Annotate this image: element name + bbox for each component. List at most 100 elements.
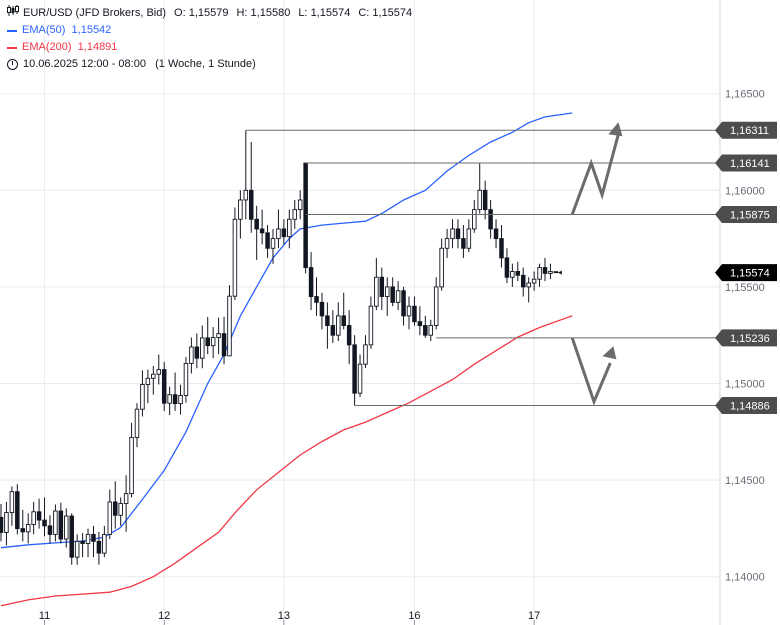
level-price-label: 1,15236 — [730, 333, 770, 345]
current-price-label: 1,15574 — [730, 268, 770, 280]
candle-body — [363, 344, 368, 365]
candle-body — [69, 515, 74, 558]
candle-body — [499, 238, 504, 259]
candle — [107, 489, 113, 540]
candle-body — [64, 515, 69, 540]
candle — [357, 354, 363, 398]
candle — [221, 316, 227, 365]
ema200-line — [0, 315, 573, 607]
candle — [401, 286, 406, 326]
legend-period: (1 Woche, 1 Stunde) — [155, 58, 256, 70]
level-price-label: 1,16141 — [730, 158, 770, 170]
candle-body — [379, 276, 385, 298]
ema50-value: 1,15542 — [71, 24, 112, 36]
candle — [308, 252, 314, 311]
candle — [183, 357, 189, 403]
candle-body — [172, 394, 178, 405]
time-tick-label: 17 — [528, 610, 540, 622]
candle-body — [384, 286, 390, 298]
legend-high: 1,15580 — [250, 7, 291, 19]
candle-body — [15, 491, 20, 530]
candle — [58, 502, 64, 544]
legend-high-label: H: — [236, 7, 248, 19]
candle — [374, 257, 379, 311]
candle-body — [297, 199, 303, 211]
candle-body — [537, 267, 542, 280]
candle-body — [221, 333, 227, 357]
candle — [510, 263, 515, 287]
level-price-tag — [715, 205, 777, 223]
candle — [341, 292, 346, 330]
candle — [161, 361, 167, 411]
legend-low-label: L: — [298, 7, 308, 19]
candle-body — [20, 528, 26, 533]
candle — [472, 199, 477, 233]
candle — [450, 219, 455, 249]
candle — [548, 263, 553, 280]
candle-body — [493, 228, 499, 240]
candle-body — [510, 270, 515, 278]
price-tick-label: 1,15500 — [725, 282, 765, 294]
ema200-line-layer — [0, 315, 573, 607]
candle-body — [91, 533, 96, 542]
candle-body — [36, 511, 42, 521]
candle — [9, 486, 15, 526]
ema200-value: 1,14891 — [77, 41, 118, 53]
candle-body — [74, 540, 80, 558]
candle-body — [140, 384, 145, 410]
candle-body — [53, 510, 58, 535]
candle — [123, 475, 129, 532]
candle — [118, 497, 123, 526]
candle — [504, 248, 510, 284]
candle — [238, 190, 243, 239]
horizontal-levels — [245, 129, 720, 407]
price-tick-label: 1,15000 — [725, 379, 765, 391]
candle — [254, 205, 259, 260]
ema200-swatch-icon — [7, 46, 17, 49]
candle-body — [156, 369, 162, 375]
bearish-scenario-arrow — [570, 337, 612, 406]
candle-body — [352, 344, 357, 394]
candle-body — [189, 346, 194, 364]
time-tick-label: 11 — [39, 610, 50, 622]
current-price-marker — [557, 270, 562, 275]
candle-body — [531, 278, 537, 284]
candle — [303, 162, 308, 274]
candle — [243, 130, 249, 220]
candle-body — [216, 333, 221, 338]
candle — [493, 219, 499, 249]
level-price-label: 1,14886 — [730, 401, 770, 413]
candle — [297, 190, 303, 220]
price-axis[interactable]: 1,16500 1,16000 1,15500 1,15000 1,14500 1,140… — [557, 0, 777, 625]
price-tick-label: 1,14500 — [725, 475, 765, 487]
candle-body — [461, 238, 466, 249]
bullish-arrowhead — [608, 122, 623, 137]
candle — [363, 335, 368, 369]
candle-body — [145, 377, 151, 385]
candle — [553, 271, 559, 274]
clock-icon — [7, 59, 18, 70]
candle — [336, 302, 341, 341]
candle — [281, 219, 287, 245]
time-tick-label: 16 — [408, 610, 420, 622]
time-axis[interactable]: 11 12 13 16 17 — [39, 610, 540, 625]
current-price-tag — [715, 264, 777, 282]
ema50-swatch-icon — [7, 29, 17, 32]
candle-body — [9, 491, 15, 514]
candle — [314, 277, 319, 316]
candle-body — [450, 228, 455, 240]
legend-ema50-row[interactable]: EMA(50) 1,15542 — [6, 22, 412, 39]
candle — [210, 327, 216, 359]
candle — [259, 209, 265, 245]
candle-body — [319, 301, 325, 317]
candle-body — [325, 315, 330, 326]
candle — [194, 333, 200, 369]
candle-body — [488, 209, 493, 230]
price-tick-label: 1,16500 — [725, 89, 765, 101]
candle-body — [42, 519, 47, 527]
candle — [112, 481, 118, 529]
candle — [85, 528, 91, 558]
candle-body — [210, 337, 216, 347]
legend-ema200-row[interactable]: EMA(200) 1,14891 — [6, 39, 412, 56]
